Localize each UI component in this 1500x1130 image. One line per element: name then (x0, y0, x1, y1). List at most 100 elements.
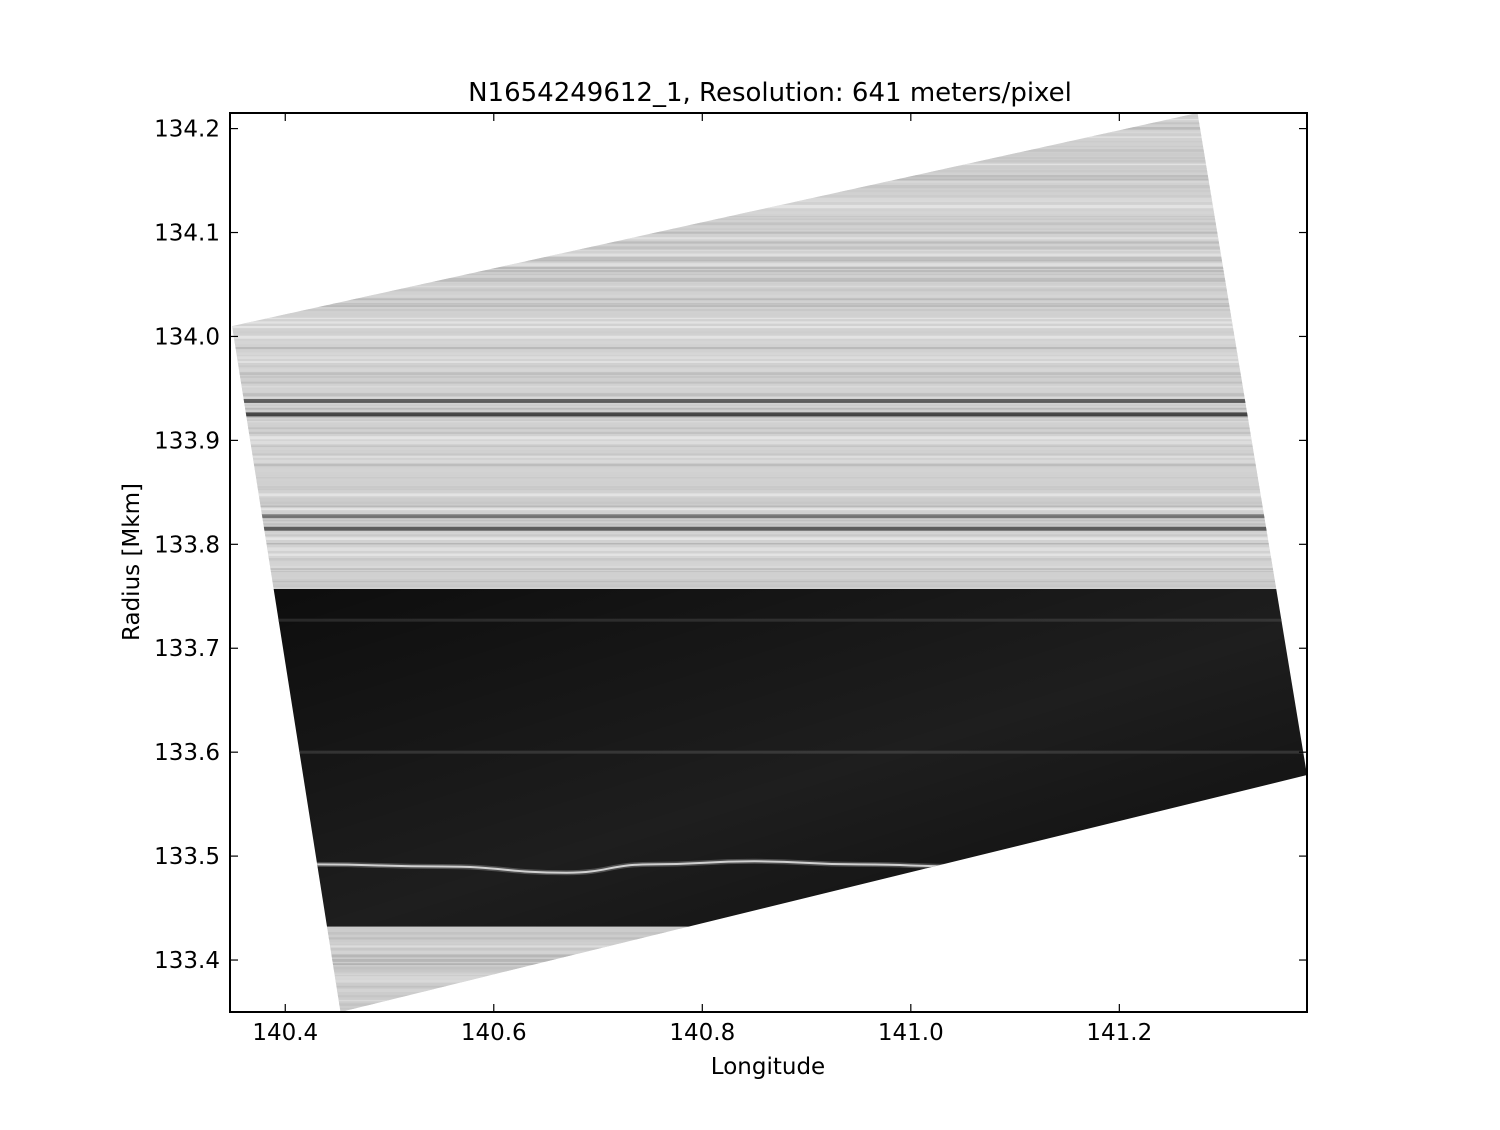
ring-stripe (232, 942, 1307, 944)
ring-stripe (232, 249, 1307, 252)
ring-stripe (232, 294, 1307, 298)
ring-stripe (232, 427, 1307, 430)
ring-stripe (232, 256, 1307, 261)
ring-stripe (232, 481, 1307, 485)
ring-image (232, 113, 1307, 1012)
ring-stripe (232, 558, 1307, 561)
ring-stripe (232, 136, 1307, 138)
y-tick-label: 133.6 (154, 740, 220, 766)
ring-stripe (232, 185, 1307, 189)
ring-stripe (232, 246, 1307, 250)
ring-stripe (232, 309, 1307, 312)
ring-stripe (232, 169, 1307, 173)
ring-stripe (232, 122, 1307, 125)
y-tick-label: 134.0 (154, 324, 220, 350)
ring-stripe (232, 573, 1307, 577)
x-tick-label: 140.8 (669, 1020, 735, 1046)
ring-stripe (232, 537, 1307, 540)
x-tick-label: 141.2 (1086, 1020, 1152, 1046)
chart-title: N1654249612_1, Resolution: 641 meters/pi… (468, 78, 1072, 108)
ring-stripe (232, 456, 1307, 458)
ring-stripe (232, 473, 1307, 476)
ring-stripe (232, 453, 1307, 456)
ring-stripe (232, 260, 1307, 262)
ring-stripe (232, 937, 1307, 940)
ring-stripe (232, 141, 1307, 143)
ring-stripe (232, 283, 1307, 285)
ring-stripe (232, 115, 1307, 118)
ring-stripe (232, 988, 1307, 993)
ring-stripe (232, 175, 1307, 178)
y-axis-ticks: 133.4 133.5 133.6 133.7 133.8 133.9 134.0 134.1… (154, 117, 1307, 974)
ring-stripe (232, 568, 1307, 570)
ring-stripe (232, 381, 1307, 384)
ring-stripe (232, 505, 1307, 508)
ring-stripe (232, 979, 1307, 983)
ring-stripe (232, 397, 1307, 400)
ring-stripe (232, 932, 1307, 935)
ring-stripe (232, 303, 1307, 305)
ring-stripe (232, 360, 1307, 364)
y-tick-label: 133.5 (154, 844, 220, 870)
ring-stripe (232, 178, 1307, 181)
axes-frame (229, 112, 1308, 1013)
ring-stripe (232, 195, 1307, 198)
ring-stripe (232, 488, 1307, 491)
ring-stripe (232, 356, 1307, 360)
ring-stripe (232, 530, 1307, 532)
ring-stripe (232, 547, 1307, 551)
ring-stripe (232, 393, 1307, 397)
y-tick-label: 134.2 (154, 117, 220, 143)
ring-stripe (232, 163, 1307, 165)
ring-stripe (232, 335, 1307, 339)
ring-stripe (232, 180, 1307, 183)
ring-stripe (232, 533, 1307, 535)
ring-stripe (232, 277, 1307, 280)
ring-stripe (232, 431, 1307, 434)
ring-stripe (232, 999, 1307, 1002)
ring-stripe (232, 945, 1307, 948)
ring-stripe (232, 368, 1307, 372)
ring-stripe (232, 347, 1307, 350)
ring-stripe (232, 581, 1307, 583)
ring-stripe (232, 512, 1307, 516)
ring-stripe (232, 145, 1307, 148)
ring-stripe (232, 152, 1307, 156)
ring-stripe (232, 279, 1307, 282)
ring-stripe (232, 404, 1307, 407)
ring-stripe (232, 365, 1307, 367)
ring-stripe (232, 127, 1307, 130)
ring-stripe (232, 189, 1307, 193)
ring-stripe (232, 523, 1307, 526)
ring-stripe (232, 298, 1307, 301)
x-tick-label: 140.4 (252, 1020, 318, 1046)
ring-stripe (232, 571, 1307, 573)
ring-stripe (232, 556, 1307, 558)
ring-stripe (232, 378, 1307, 382)
ring-stripe (232, 926, 1307, 929)
ring-stripe (232, 253, 1307, 257)
ring-stripe (232, 263, 1307, 267)
dark-band-2 (232, 514, 1307, 519)
y-tick-label: 133.7 (154, 636, 220, 662)
ring-stripe (232, 388, 1307, 392)
ring-stripe (232, 501, 1307, 505)
ring-stripe (232, 963, 1307, 965)
ring-stripe (232, 241, 1307, 244)
region-2 (232, 926, 1307, 1012)
ring-stripe (232, 553, 1307, 556)
ring-stripe (232, 317, 1307, 320)
ring-stripe (232, 585, 1307, 588)
ring-stripe (232, 352, 1307, 355)
ring-stripe (232, 561, 1307, 565)
ring-stripe (232, 216, 1307, 218)
ring-stripe (232, 211, 1307, 215)
dark-band-0 (232, 398, 1307, 403)
y-tick-label: 133.4 (154, 948, 220, 974)
gap-glow-fill (232, 589, 1307, 927)
ring-stripe (232, 534, 1307, 536)
ring-stripe (232, 459, 1307, 463)
ring-stripe (232, 409, 1307, 413)
ring-stripe (232, 228, 1307, 230)
